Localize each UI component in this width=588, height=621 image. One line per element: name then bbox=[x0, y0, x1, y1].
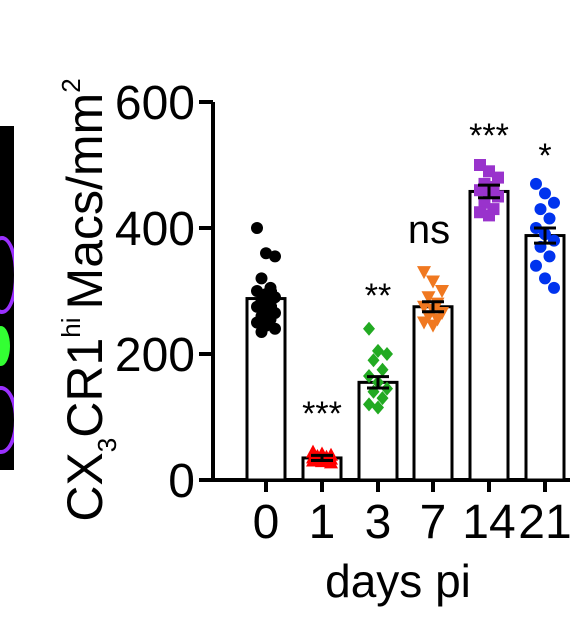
svg-text:CX3CR1hiMacs/mm2: CX3CR1hi Macs/mm2 bbox=[56, 78, 122, 521]
y-label-tail: Macs/mm bbox=[57, 93, 113, 310]
data-point bbox=[426, 319, 440, 333]
data-point bbox=[376, 362, 389, 377]
y-tick-label: 0 bbox=[168, 455, 195, 508]
bar bbox=[468, 189, 510, 482]
data-point bbox=[543, 212, 556, 225]
x-tick-label: 1 bbox=[309, 496, 336, 549]
data-point bbox=[534, 203, 547, 216]
data-point bbox=[367, 353, 380, 368]
y-label-main: CX bbox=[57, 452, 113, 521]
data-point bbox=[530, 259, 542, 272]
data-point bbox=[363, 397, 375, 412]
data-point bbox=[539, 272, 551, 285]
significance-label: *** bbox=[302, 395, 342, 433]
y-tick-label: 600 bbox=[115, 77, 195, 130]
y-label-superscript: hi bbox=[56, 317, 86, 337]
micrograph-image-edge bbox=[0, 126, 14, 470]
error-bars bbox=[255, 183, 556, 462]
y-tick-label: 400 bbox=[115, 203, 195, 256]
data-point bbox=[251, 316, 263, 329]
significance-label: *** bbox=[469, 117, 509, 155]
x-tick-label: 3 bbox=[365, 496, 392, 549]
data-point bbox=[548, 196, 560, 209]
data-point bbox=[363, 321, 375, 336]
bars bbox=[245, 189, 566, 482]
data-point bbox=[269, 322, 281, 335]
bar bbox=[524, 234, 566, 482]
data-point bbox=[372, 343, 384, 358]
data-point bbox=[543, 250, 556, 263]
bar bbox=[412, 305, 454, 482]
data-point bbox=[260, 247, 272, 260]
x-tick-label: 21 bbox=[518, 496, 571, 549]
y-axis-label: CX3CR1hi Macs/mm2 bbox=[56, 78, 122, 521]
data-point bbox=[539, 187, 551, 200]
y-label-superscript-2: 2 bbox=[56, 78, 86, 92]
y-tick-label: 200 bbox=[115, 329, 195, 382]
x-tick-label: 7 bbox=[420, 496, 447, 549]
significance-label: * bbox=[538, 137, 551, 175]
data-point bbox=[417, 266, 431, 280]
data-point bbox=[492, 171, 504, 184]
data-point bbox=[548, 234, 560, 247]
data-point bbox=[435, 285, 449, 298]
significance-labels: *****ns**** bbox=[302, 117, 551, 433]
data-point bbox=[381, 347, 393, 361]
micrograph-purple-ring bbox=[0, 236, 14, 314]
data-point bbox=[548, 281, 560, 294]
data-point bbox=[421, 291, 436, 305]
y-label-mid: CR1 bbox=[57, 338, 113, 438]
data-point bbox=[255, 325, 268, 338]
data-points bbox=[251, 159, 560, 469]
y-label-subscript: 3 bbox=[92, 438, 122, 452]
x-axis-label: days pi bbox=[325, 555, 471, 607]
data-point bbox=[530, 177, 542, 190]
significance-label: ** bbox=[365, 277, 391, 315]
data-point bbox=[269, 250, 281, 263]
data-point bbox=[255, 272, 268, 285]
data-point bbox=[251, 222, 263, 234]
x-tick-label: 14 bbox=[462, 496, 515, 549]
x-tick-label: 0 bbox=[253, 496, 280, 549]
micrograph-green-cell bbox=[0, 326, 10, 366]
data-point bbox=[372, 400, 384, 415]
data-point bbox=[426, 275, 440, 289]
data-point bbox=[376, 391, 389, 406]
data-point bbox=[483, 209, 495, 222]
significance-label: ns bbox=[408, 208, 450, 252]
